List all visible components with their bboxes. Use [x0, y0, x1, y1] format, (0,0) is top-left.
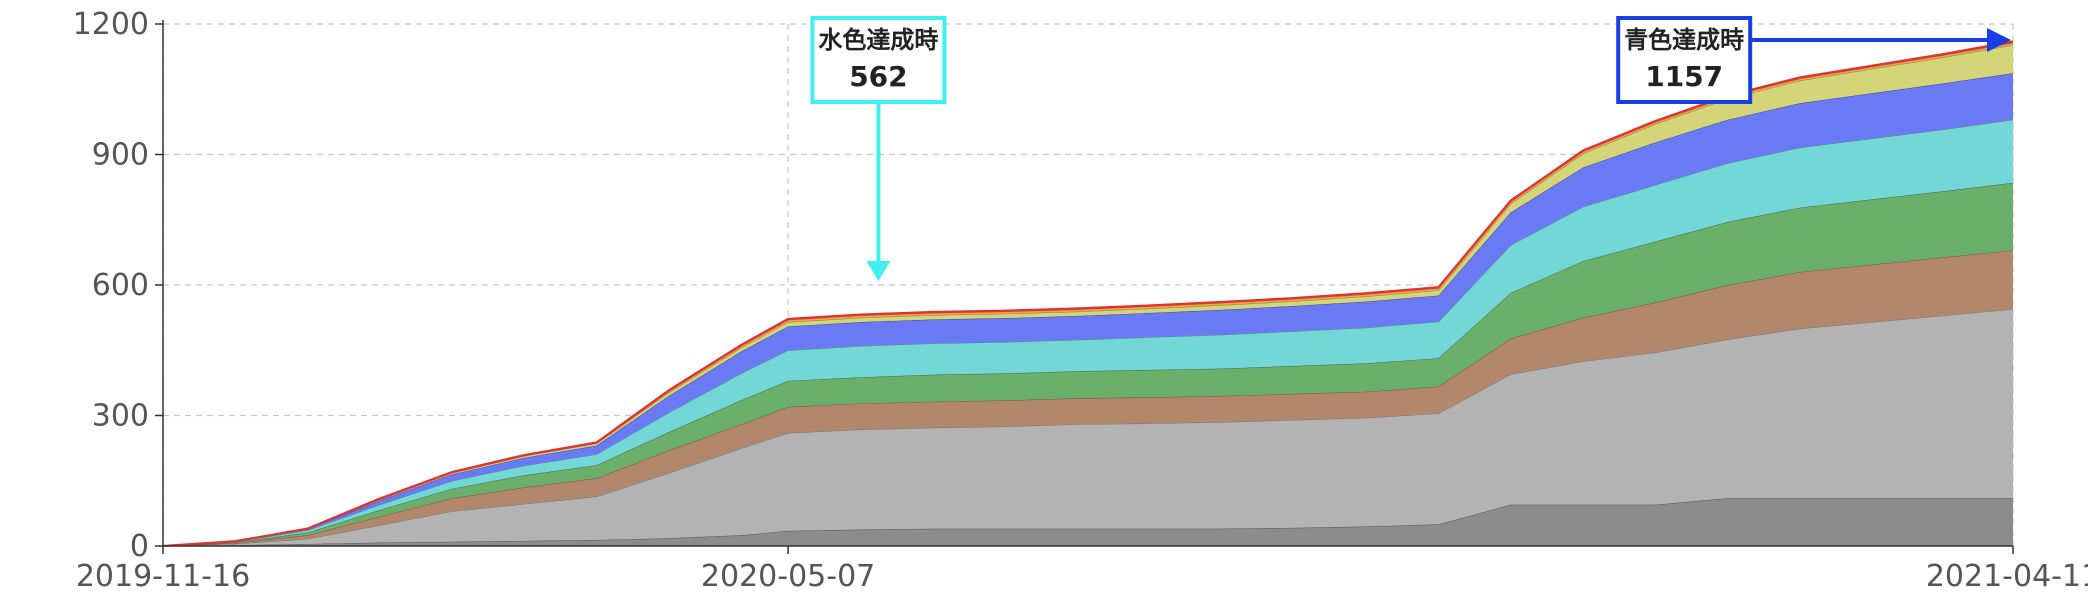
- annotation-value: 1157: [1645, 60, 1723, 93]
- x-tick-label: 2020-05-07: [701, 559, 875, 594]
- annotation-1: 水色達成時 562: [812, 18, 944, 281]
- y-tick-label: 1200: [73, 7, 149, 42]
- x-tick-label: 2019-11-16: [76, 559, 250, 594]
- annotation-title: 青色達成時: [1624, 26, 1744, 54]
- x-tick-label: 2021-04-11: [1926, 559, 2088, 594]
- annotation-title: 水色達成時: [818, 26, 938, 54]
- x-tick-labels: 2019-11-16 2020-05-07 2021-04-11: [76, 546, 2088, 594]
- annotation-arrow-head: [866, 261, 890, 281]
- y-tick-label: 300: [92, 399, 149, 434]
- annotation-value: 562: [849, 60, 907, 93]
- y-tick-label: 900: [92, 138, 149, 173]
- series-areas: [163, 41, 2013, 546]
- y-tick-label: 600: [92, 268, 149, 303]
